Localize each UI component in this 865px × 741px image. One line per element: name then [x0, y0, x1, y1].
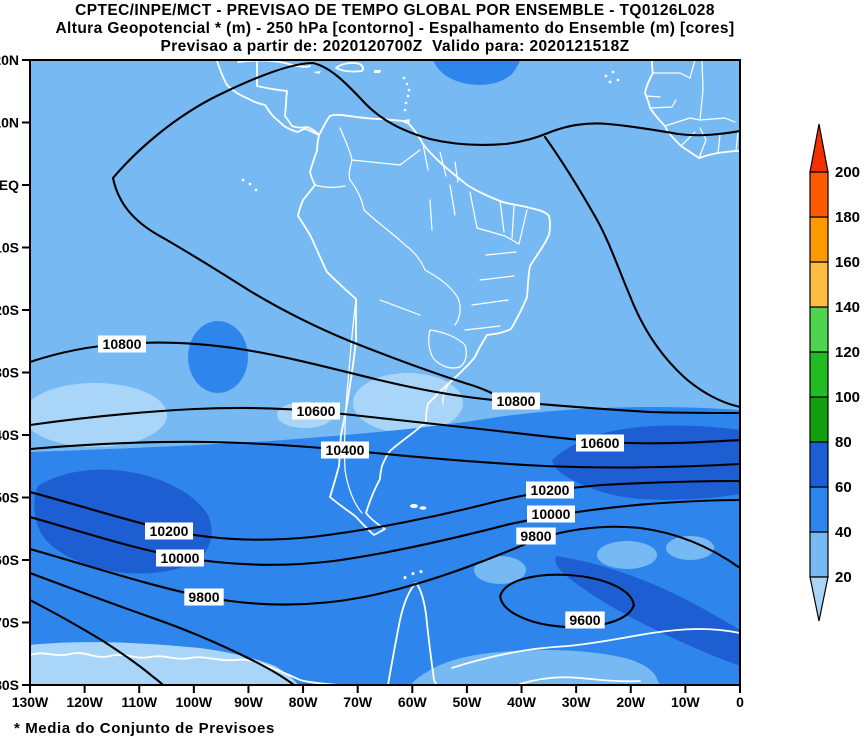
- colorbar: 20 40 60 80 100 120 140 160 180 200: [809, 123, 860, 622]
- contour-label-box: [526, 481, 574, 499]
- contour-label-box: [184, 588, 224, 606]
- colorbar-tick-label: 120: [835, 344, 860, 361]
- colorbar-tick-label: 80: [835, 434, 852, 451]
- contour-label-box: [292, 402, 340, 420]
- x-axis-tick-label: 50W: [453, 694, 483, 710]
- x-axis-tick-label: 20W: [616, 694, 646, 710]
- island-dots: [241, 70, 620, 532]
- contour-pacific-nose: [111, 176, 506, 401]
- colorbar-under-arrow: [809, 576, 829, 622]
- colorbar-tick-label: 20: [835, 569, 852, 586]
- colorbar-segment: [809, 486, 829, 533]
- page-subtitle: Altura Geopotencial * (m) - 250 hPa [con…: [55, 20, 735, 37]
- y-axis-tick-label: 20N: [0, 52, 19, 68]
- colorbar-segment: [809, 396, 829, 443]
- colorbar-tick-label: 40: [835, 524, 852, 541]
- colorbar-segment: [809, 441, 829, 488]
- lesser-antilles-dots: [402, 76, 411, 112]
- y-axis-tick-label: 10S: [0, 240, 19, 256]
- x-axis-tick-label: 10W: [671, 694, 701, 710]
- contour-label: 10200: [531, 482, 570, 498]
- colorbar-tick-label: 100: [835, 389, 860, 406]
- colorbar-segment: [809, 216, 829, 263]
- contour-label-box: [516, 527, 556, 545]
- x-axis-tick-label: 70W: [343, 694, 373, 710]
- contour-label-box: [576, 434, 624, 452]
- x-axis-tick-label: 100W: [176, 694, 213, 710]
- contour-label: 9800: [520, 528, 551, 544]
- contour-label: 10800: [497, 393, 536, 409]
- africa-coast: [644, 60, 740, 159]
- y-axis-tick-label: 60S: [0, 552, 19, 568]
- colorbar-segment: [809, 351, 829, 398]
- central-america-coast: [215, 60, 320, 136]
- antarctica-coast: [30, 570, 740, 685]
- y-axis-tick-label: EQ: [0, 177, 19, 193]
- contour-atlantic-branch: [543, 135, 740, 409]
- contour-label: 10200: [150, 523, 189, 539]
- contour-label: 10600: [297, 403, 336, 419]
- south-america-coast: [297, 114, 552, 536]
- contour-label: 10000: [161, 550, 200, 566]
- contour-label: 10000: [532, 506, 571, 522]
- colorbar-tick-label: 140: [835, 299, 860, 316]
- contour-9600-low: [499, 573, 635, 629]
- contour-label-box: [156, 549, 204, 567]
- south-america-borders: [314, 127, 528, 514]
- colorbar-over-arrow: [809, 123, 829, 173]
- y-axis-tick-label: 10N: [0, 115, 19, 131]
- x-axis-tick-label: 80W: [289, 694, 319, 710]
- colorbar-tick-label: 160: [835, 254, 860, 271]
- colorbar-segment: [809, 306, 829, 353]
- y-axis-tick-label: 50S: [0, 490, 19, 506]
- contour-9600-west: [30, 571, 296, 685]
- contour-label-box: [321, 441, 369, 459]
- colorbar-tick-label: 180: [835, 209, 860, 226]
- x-axis-tick-label: 0: [736, 694, 744, 710]
- contour-label: 9600: [569, 612, 600, 628]
- spread-shading: [30, 60, 740, 685]
- page-title: CPTEC/INPE/MCT - PREVISAO DE TEMPO GLOBA…: [75, 2, 715, 19]
- x-axis-tick-label: 130W: [12, 694, 49, 710]
- contour-label-box: [145, 522, 193, 540]
- contour-labels: 10800 10600 10400 10800 10600 10200 10000 9800 1…: [98, 335, 624, 629]
- forecast-valid-line: Previsao a partir de: 2020120700Z Valido…: [160, 38, 630, 55]
- y-axis-tick-label: 70S: [0, 615, 19, 631]
- contour-label-box: [98, 335, 146, 353]
- contour-label: 10800: [103, 336, 142, 352]
- contour-label: 9800: [188, 589, 219, 605]
- contour-9400: [30, 598, 165, 685]
- y-axis-tick-label: 40S: [0, 427, 19, 443]
- colorbar-segment: [809, 171, 829, 218]
- x-axis: 130W 120W 110W 100W 90W 80W 70W 60W 50W 40W 30W 20W…: [12, 685, 744, 710]
- colorbar-segment: [809, 531, 829, 578]
- contour-label: 10600: [581, 435, 620, 451]
- contour-9800: [30, 525, 740, 606]
- contour-label-box: [565, 611, 605, 629]
- colorbar-tick-label: 60: [835, 479, 852, 496]
- y-axis-tick-label: 80S: [0, 677, 19, 693]
- contour-upper-arc: [111, 61, 740, 180]
- y-axis-tick-label: 20S: [0, 302, 19, 318]
- colorbar-tick-label: 200: [835, 164, 860, 181]
- contour-label-box: [492, 392, 540, 410]
- x-axis-tick-label: 60W: [398, 694, 428, 710]
- x-axis-tick-label: 40W: [507, 694, 537, 710]
- y-axis-tick-label: 30S: [0, 365, 19, 381]
- x-axis-tick-label: 110W: [121, 694, 158, 710]
- contour-label-box: [527, 505, 575, 523]
- footer-note: * Media do Conjunto de Previsoes: [14, 720, 275, 737]
- x-axis-tick-label: 90W: [234, 694, 264, 710]
- y-axis: 20N 10N EQ 10S 20S 30S 40S 50S 60S 70S 80S: [0, 52, 30, 693]
- colorbar-segment: [809, 261, 829, 308]
- x-axis-tick-label: 120W: [66, 694, 103, 710]
- contour-label: 10400: [326, 442, 365, 458]
- africa-borders: [645, 60, 739, 159]
- x-axis-tick-label: 30W: [562, 694, 592, 710]
